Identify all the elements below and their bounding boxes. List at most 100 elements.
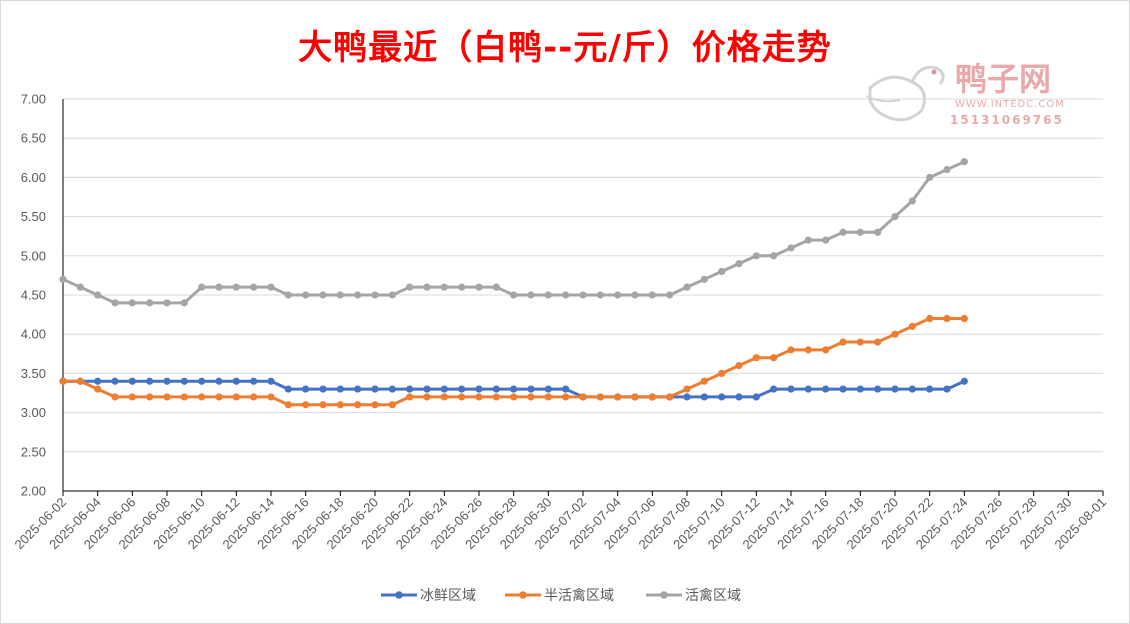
data-point [128, 299, 136, 307]
data-point [648, 393, 656, 401]
data-point [631, 393, 639, 401]
data-point [458, 283, 466, 291]
data-point [943, 314, 951, 323]
legend-item: 活禽区域 [646, 587, 741, 604]
data-point [354, 401, 362, 409]
data-point [510, 291, 518, 299]
data-point [198, 393, 206, 401]
data-point [804, 236, 812, 244]
data-point [718, 369, 726, 377]
data-point [163, 393, 171, 401]
data-point [544, 393, 552, 401]
data-point [614, 291, 622, 299]
data-point [856, 385, 864, 393]
data-point [319, 291, 327, 299]
data-point [908, 322, 916, 330]
data-point [562, 393, 570, 401]
data-point [544, 291, 552, 299]
data-point [388, 291, 396, 299]
data-point [94, 377, 102, 385]
data-point [510, 385, 518, 393]
y-tick-label: 5.50 [21, 209, 46, 224]
data-point [458, 393, 466, 401]
data-point [111, 377, 119, 385]
data-point [735, 361, 743, 370]
legend-marker [395, 591, 403, 599]
data-point [856, 228, 864, 236]
data-point [544, 385, 552, 393]
data-point [874, 385, 882, 393]
data-point [822, 236, 830, 244]
data-point [250, 377, 258, 385]
data-point [631, 291, 639, 299]
data-point [146, 377, 154, 385]
data-point [94, 385, 102, 393]
data-point [839, 228, 847, 236]
data-point [874, 228, 882, 236]
data-point [579, 291, 587, 299]
data-point [596, 393, 604, 401]
data-point [527, 291, 535, 299]
data-point [302, 291, 310, 299]
data-point [180, 299, 188, 307]
data-point [215, 377, 223, 385]
legend-label: 半活禽区域 [544, 587, 614, 604]
data-point [215, 283, 223, 291]
data-point [146, 393, 154, 401]
legend-item: 冰鲜区域 [381, 588, 476, 604]
watermark-url: WWW.INTEDC.COM [955, 99, 1065, 110]
data-point [128, 377, 136, 385]
data-point [475, 385, 483, 393]
y-tick-label: 2.00 [21, 484, 46, 499]
data-point [614, 393, 622, 401]
data-point [232, 377, 240, 385]
data-point [926, 314, 934, 323]
data-point [215, 393, 223, 401]
data-point [371, 385, 379, 393]
data-point [856, 338, 864, 346]
data-point [960, 158, 968, 166]
data-point [735, 393, 743, 401]
data-point [336, 401, 344, 409]
data-point [770, 252, 778, 260]
data-point [492, 393, 500, 401]
legend-marker [519, 591, 527, 599]
watermark: 鸭子网 WWW.INTEDC.COM 15131069765 [865, 60, 1065, 127]
data-point [284, 401, 292, 409]
data-point [839, 385, 847, 393]
data-point [250, 393, 258, 401]
data-point [510, 393, 518, 401]
data-point [76, 283, 84, 291]
data-point [562, 291, 570, 299]
legend-label: 活禽区域 [685, 587, 741, 604]
data-point [146, 299, 154, 307]
data-point [943, 165, 951, 174]
data-point [926, 173, 934, 181]
series-2 [59, 314, 968, 409]
data-point [406, 385, 414, 393]
data-point [302, 385, 310, 393]
y-tick-label: 6.00 [21, 170, 46, 185]
series-3 [59, 158, 968, 307]
grid-lines [63, 98, 1103, 453]
data-point [752, 354, 760, 362]
data-point [180, 377, 188, 385]
data-point [700, 393, 708, 401]
data-point [735, 260, 743, 268]
data-point [770, 385, 778, 393]
data-point [319, 385, 327, 393]
data-point [180, 393, 188, 401]
duck-logo-icon [865, 65, 945, 122]
data-point [388, 385, 396, 393]
y-tick-label: 5.00 [21, 248, 46, 263]
data-point [874, 338, 882, 346]
data-point [579, 393, 587, 401]
data-point [770, 354, 778, 362]
watermark-phone: 15131069765 [950, 113, 1064, 127]
data-point [163, 299, 171, 307]
data-point [960, 377, 968, 385]
data-point [198, 283, 206, 291]
data-point [423, 385, 431, 393]
